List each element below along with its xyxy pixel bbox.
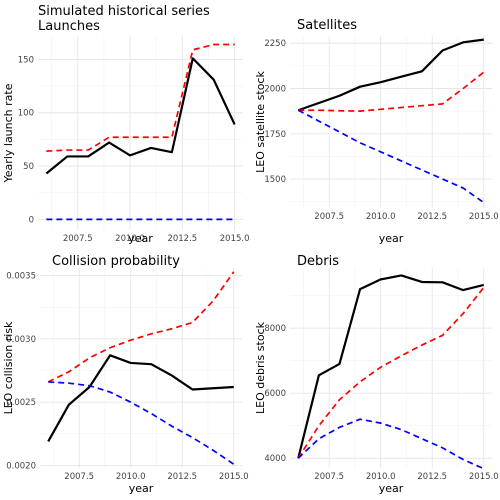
series-line-3	[48, 381, 235, 465]
x-tick-label: 2012.5	[417, 212, 447, 222]
x-tick-label: 2007.5	[314, 212, 344, 222]
y-axis-label: LEO debris stock	[254, 321, 267, 414]
x-tick-label: 2010.0	[366, 472, 396, 482]
chart-panel-1: 2007.5 2010.0 2012.5 2015.0 0 50 100 150 Launche…	[2, 19, 250, 245]
panel-title: Debris	[297, 254, 339, 269]
x-tick-label: 2010.0	[116, 472, 146, 482]
y-tick-label: 0.0020	[6, 461, 36, 471]
x-tick-label: 2012.5	[167, 472, 197, 482]
x-tick-label: 2007.5	[63, 234, 93, 244]
x-tick-label: 2015.0	[469, 472, 499, 482]
chart-panel-3: 2007.5 2010.0 2012.5 2015.0 0.0020 0.0025 0.00…	[2, 254, 249, 495]
x-tick-label: 2015.0	[469, 212, 499, 222]
y-tick-label: 1750	[264, 130, 286, 140]
y-tick-label: 0.0035	[6, 272, 36, 282]
y-tick-label: 0.0030	[6, 335, 36, 345]
series-line-2	[46, 43, 235, 152]
y-tick-label: 0	[29, 215, 34, 225]
series-line-1	[297, 274, 485, 459]
x-tick-label: 2012.5	[417, 472, 447, 482]
y-tick-label: 150	[18, 55, 34, 65]
x-axis-label: year	[129, 482, 154, 495]
x-axis-label: year	[379, 232, 404, 245]
series-line-1	[297, 38, 484, 112]
y-tick-label: 6000	[264, 389, 286, 399]
y-axis-label: LEO collision risk	[2, 321, 15, 414]
x-tick-label: 2007.5	[314, 472, 344, 482]
y-axis-label: Yearly launch rate	[2, 83, 15, 183]
grid	[38, 36, 243, 230]
y-tick-label: 4000	[264, 454, 286, 464]
grid	[290, 36, 492, 208]
y-tick-label: 2000	[264, 85, 286, 95]
x-axis-label: year	[128, 232, 153, 245]
series-line-2	[297, 286, 485, 459]
grid	[40, 268, 242, 468]
series-line-1	[45, 57, 236, 175]
x-axis-label: year	[379, 482, 404, 495]
y-tick-label: 100	[18, 109, 34, 119]
series-line-3	[297, 109, 485, 204]
y-tick-label: 2250	[264, 39, 286, 49]
chart-panel-2: 2007.5 2010.0 2012.5 2015.0 1500 1750 2000 2250…	[254, 18, 499, 245]
series-line-2	[298, 71, 485, 112]
figure-suptitle: Simulated historical series	[38, 4, 210, 19]
x-tick-label: 2012.5	[167, 234, 197, 244]
series-line-3	[297, 418, 485, 470]
panel-title: Launches	[38, 19, 100, 34]
panel-title: Satellites	[297, 18, 357, 33]
x-tick-label: 2010.0	[115, 234, 145, 244]
y-axis-label: LEO satellite stock	[254, 71, 267, 173]
y-tick-label: 8000	[264, 324, 286, 334]
panel-title: Collision probability	[52, 254, 180, 269]
y-tick-label: 0.0025	[6, 398, 36, 408]
x-tick-label: 2010.0	[366, 212, 396, 222]
x-tick-label: 2015.0	[219, 472, 249, 482]
series-line-1	[47, 354, 234, 442]
series-line-2	[47, 271, 235, 383]
y-tick-label: 1500	[264, 175, 286, 185]
chart-panel-4: 2007.5 2010.0 2012.5 2015.0 4000 6000 8000 Debr…	[254, 254, 499, 495]
x-tick-label: 2007.5	[64, 472, 94, 482]
y-tick-label: 50	[23, 162, 34, 172]
x-tick-label: 2015.0	[220, 234, 250, 244]
